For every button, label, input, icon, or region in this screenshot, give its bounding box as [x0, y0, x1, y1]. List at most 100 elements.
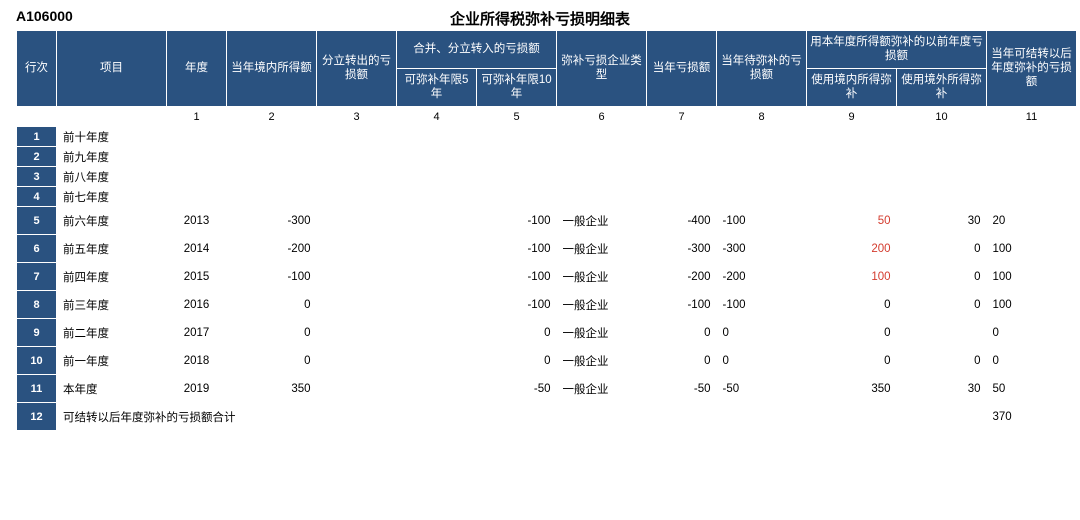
table-row: 1前十年度: [17, 127, 1077, 147]
cell: [647, 187, 717, 207]
cell: -100: [477, 263, 557, 291]
form-code: A106000: [16, 8, 73, 24]
cell: [477, 167, 557, 187]
cell: [807, 167, 897, 187]
cell: 前三年度: [57, 291, 167, 319]
row-number: 2: [17, 147, 57, 167]
cell: 0: [807, 291, 897, 319]
hdr-col5: 可弥补年限10年: [477, 68, 557, 106]
table-row: 11本年度2019350-50一般企业-50-503503050: [17, 375, 1077, 403]
cell: 0: [897, 291, 987, 319]
cell: [987, 147, 1077, 167]
cell: 0: [477, 347, 557, 375]
cell: -100: [477, 291, 557, 319]
cell: 0: [647, 319, 717, 347]
cell: [317, 263, 397, 291]
row-number: 11: [17, 375, 57, 403]
cell: [557, 167, 647, 187]
cell: [317, 147, 397, 167]
colnum: 9: [807, 106, 897, 127]
table-row: 7前四年度2015-100-100一般企业-200-2001000100: [17, 263, 1077, 291]
cell: 2019: [167, 375, 227, 403]
table-body: 1前十年度2前九年度3前八年度4前七年度5前六年度2013-300-100一般企…: [17, 127, 1077, 431]
cell: 30: [897, 375, 987, 403]
row-number: 4: [17, 187, 57, 207]
row-number: 10: [17, 347, 57, 375]
cell: [397, 147, 477, 167]
cell: [557, 147, 647, 167]
cell: 200: [807, 235, 897, 263]
cell: 100: [987, 291, 1077, 319]
cell: 前六年度: [57, 207, 167, 235]
loss-table: 行次 项目 年度 当年境内所得额 分立转出的亏损额 合并、分立转入的亏损额 弥补…: [16, 30, 1077, 431]
cell: -100: [647, 291, 717, 319]
cell: 一般企业: [557, 235, 647, 263]
cell: [397, 235, 477, 263]
cell: 0: [807, 319, 897, 347]
cell: 前七年度: [57, 187, 167, 207]
cell: -100: [477, 207, 557, 235]
cell: 100: [807, 263, 897, 291]
table-row: 10前一年度201800一般企业00000: [17, 347, 1077, 375]
cell: 100: [987, 235, 1077, 263]
cell: 50: [987, 375, 1077, 403]
cell: 前二年度: [57, 319, 167, 347]
cell: -300: [647, 235, 717, 263]
cell: 20: [987, 207, 1077, 235]
cell: -100: [717, 291, 807, 319]
cell: [317, 167, 397, 187]
cell: 0: [227, 347, 317, 375]
row-number: 5: [17, 207, 57, 235]
cell: 0: [897, 263, 987, 291]
table-row: 9前二年度201700一般企业0000: [17, 319, 1077, 347]
cell: 2015: [167, 263, 227, 291]
table-row: 5前六年度2013-300-100一般企业-400-100503020: [17, 207, 1077, 235]
cell: 0: [987, 319, 1077, 347]
hdr-year: 年度: [167, 31, 227, 107]
table-row-footer: 12可结转以后年度弥补的亏损额合计370: [17, 403, 1077, 431]
cell: [397, 167, 477, 187]
hdr-col11: 当年可结转以后年度弥补的亏损额: [987, 31, 1077, 107]
cell: 2014: [167, 235, 227, 263]
cell: 一般企业: [557, 319, 647, 347]
cell: [397, 291, 477, 319]
cell: 一般企业: [557, 207, 647, 235]
cell: [227, 147, 317, 167]
cell: [397, 347, 477, 375]
cell: [317, 207, 397, 235]
colnum: 4: [397, 106, 477, 127]
cell: [717, 147, 807, 167]
cell: [317, 375, 397, 403]
cell: -50: [477, 375, 557, 403]
cell: 一般企业: [557, 291, 647, 319]
hdr-rownum: 行次: [17, 31, 57, 107]
cell: -50: [647, 375, 717, 403]
cell: 350: [227, 375, 317, 403]
cell: [167, 147, 227, 167]
hdr-col9: 使用境内所得弥补: [807, 68, 897, 106]
hdr-col4: 可弥补年限5年: [397, 68, 477, 106]
cell: [897, 147, 987, 167]
hdr-grp45: 合并、分立转入的亏损额: [397, 31, 557, 69]
cell: 0: [227, 291, 317, 319]
cell: -200: [647, 263, 717, 291]
cell: [317, 235, 397, 263]
hdr-grp910: 用本年度所得额弥补的以前年度亏损额: [807, 31, 987, 69]
cell: [717, 127, 807, 147]
cell: 100: [987, 263, 1077, 291]
cell: 前四年度: [57, 263, 167, 291]
cell: [397, 127, 477, 147]
cell: [317, 319, 397, 347]
hdr-col3: 分立转出的亏损额: [317, 31, 397, 107]
cell: [897, 167, 987, 187]
cell: 一般企业: [557, 347, 647, 375]
cell: 0: [717, 319, 807, 347]
cell: [717, 167, 807, 187]
cell: [897, 319, 987, 347]
cell: -200: [717, 263, 807, 291]
colnum: 8: [717, 106, 807, 127]
hdr-col2: 当年境内所得额: [227, 31, 317, 107]
cell: 0: [807, 347, 897, 375]
hdr-item: 项目: [57, 31, 167, 107]
cell: 0: [717, 347, 807, 375]
